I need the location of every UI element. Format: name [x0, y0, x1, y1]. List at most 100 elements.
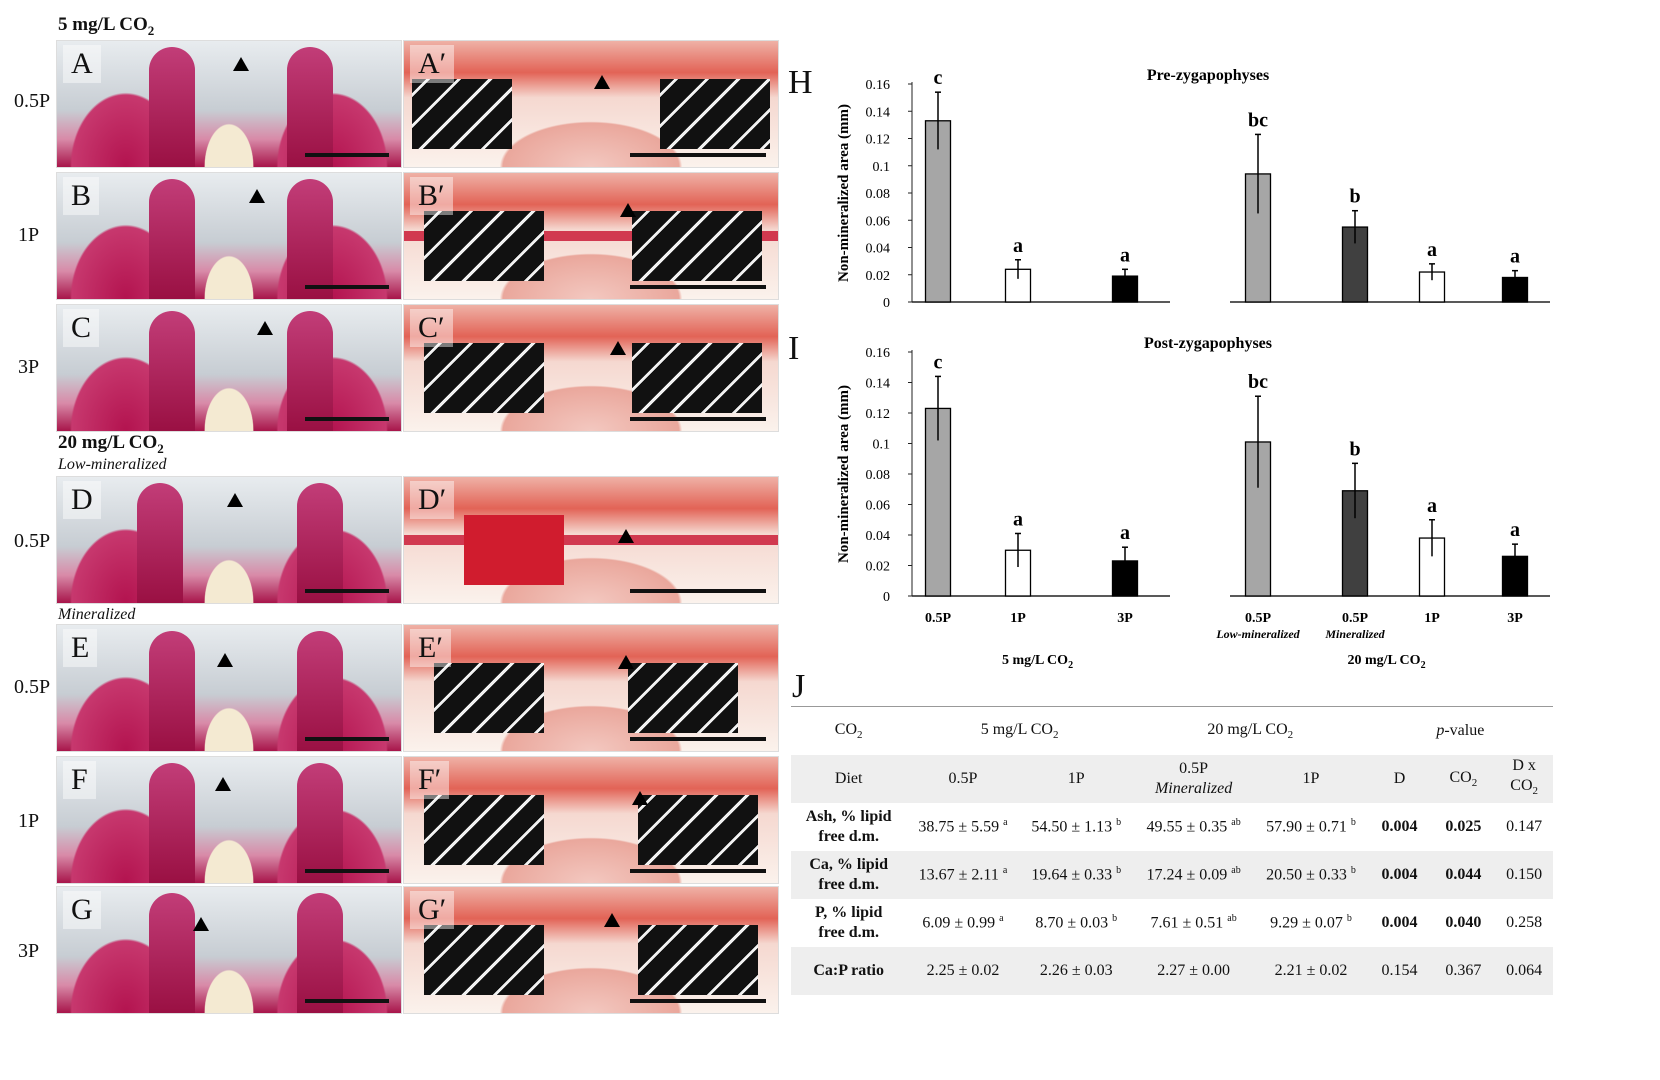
bone-tissue: [434, 663, 544, 733]
y-tick-label: 0.14: [866, 105, 891, 120]
table-cell: 9.29 ± 0.07 b: [1270, 913, 1352, 932]
arrowhead-marker: [632, 791, 648, 805]
x-tick-label: 0.5P: [1342, 611, 1369, 626]
significance-letter: c: [934, 351, 943, 373]
panel-letter: F′: [410, 761, 450, 799]
table-cell: 8.70 ± 0.03 b: [1035, 913, 1118, 932]
significance-letter: a: [1427, 239, 1437, 261]
table-cell: 7.61 ± 0.51 ab: [1150, 913, 1237, 932]
table-row: Ca:P ratio 2.25 ± 0.02 2.26 ± 0.03 2.27 …: [791, 947, 1553, 995]
y-tick-label: 0.02: [866, 269, 891, 284]
wholemount-image-d: D: [56, 476, 402, 604]
wholemount-image-e: E: [56, 624, 402, 752]
vertebra-prong: [297, 893, 343, 1013]
wholemount-image-c: C: [56, 304, 402, 432]
composition-table: CO2 5 mg/L CO2 20 mg/L CO2 p-value Diet …: [791, 706, 1553, 995]
histology-image-a: A′: [403, 40, 779, 168]
significance-letter: a: [1120, 244, 1130, 266]
table-cell: 2.21 ± 0.02: [1254, 947, 1368, 995]
row-label: 1P: [18, 810, 40, 832]
table-cell: 54.50 ± 1.13 b: [1031, 817, 1122, 836]
y-tick-label: 0.06: [866, 499, 891, 514]
table-cell: 0.004: [1381, 818, 1418, 835]
y-tick-label: 0: [883, 590, 890, 605]
chart-title: Post-zygapophyses: [1144, 335, 1272, 352]
histology-image-e: E′: [403, 624, 779, 752]
vertebra-prong: [287, 179, 333, 299]
bone-tissue: [638, 925, 758, 995]
x-tick-label: 0.5P: [925, 611, 952, 626]
wholemount-image-g: G: [56, 886, 402, 1014]
low-mineralized-label: Low-mineralized: [58, 456, 167, 473]
wholemount-image-a: A: [56, 40, 402, 168]
cartilage-band: [404, 230, 778, 241]
bar: [924, 120, 952, 303]
panel-letter: E: [63, 629, 98, 667]
x-tick-label: 0.5P: [1245, 611, 1272, 626]
table-cell: 0.004: [1367, 851, 1432, 899]
y-tick-label: 0.1: [873, 160, 891, 175]
table-subheader-row: Diet 0.5P 1P 0.5P Mineralized 1P D CO2 D …: [791, 755, 1553, 803]
vertebra-prong: [149, 47, 195, 167]
histology-image-d: D′: [403, 476, 779, 604]
col-header-dxco2: D x CO2: [1495, 755, 1553, 803]
significance-letter: b: [1349, 186, 1360, 208]
scale-bar: [630, 285, 766, 289]
arrowhead-marker: [249, 189, 265, 203]
y-tick-label: 0.16: [866, 346, 891, 361]
scale-bar: [305, 999, 389, 1003]
row-label-cell: Ca:P ratio: [791, 947, 907, 995]
bar-charts: Pre-zygapophyses Non-mineralized area (mm…: [836, 67, 1550, 671]
panel-letter: A′: [410, 45, 455, 83]
y-tick-label: 0.08: [866, 468, 891, 483]
y-tick-label: 0.08: [866, 187, 891, 202]
histology-image-b: B′: [403, 172, 779, 300]
bar: [1501, 555, 1529, 597]
col-header-c2: 1P: [1019, 755, 1133, 803]
bone-tissue: [632, 211, 762, 281]
col-header-5mg: 5 mg/L CO2: [906, 706, 1133, 755]
y-tick-label: 0.02: [866, 560, 891, 575]
mineralized-label: Mineralized: [58, 606, 136, 623]
bone-tissue: [424, 343, 544, 413]
significance-letter: a: [1120, 522, 1130, 544]
col-header-diet: Diet: [791, 755, 907, 803]
significance-letter: a: [1510, 246, 1520, 268]
y-tick-label: 0.04: [866, 242, 891, 257]
arrowhead-marker: [618, 655, 634, 669]
significance-letter: a: [1427, 495, 1437, 517]
y-tick-label: 0.14: [866, 377, 891, 392]
vertebra-prong: [287, 47, 333, 167]
significance-letter: a: [1013, 235, 1023, 257]
table-cell: 0.004: [1381, 914, 1418, 931]
panel-letter: E′: [410, 629, 451, 667]
col-header-c4: 1P: [1254, 755, 1368, 803]
significance-letter: b: [1349, 438, 1360, 460]
table-row: P, % lipid free d.m. 6.09 ± 0.99 a 8.70 ±…: [791, 899, 1553, 947]
row-label: 3P: [18, 940, 40, 962]
chart-title: Pre-zygapophyses: [1147, 67, 1269, 84]
scale-bar: [305, 869, 389, 873]
bone-tissue: [464, 515, 564, 585]
scale-bar: [630, 153, 766, 157]
scale-bar: [630, 589, 766, 593]
bone-tissue: [638, 795, 758, 865]
vertebra-prong: [149, 893, 195, 1013]
arrowhead-marker: [610, 341, 626, 355]
panel-letter: G′: [410, 891, 455, 929]
y-tick-label: 0.12: [866, 407, 891, 422]
panel-letter: A: [63, 45, 101, 83]
y-tick-label: 0.06: [866, 214, 891, 229]
col-header-20mg: 20 mg/L CO2: [1132, 706, 1368, 755]
bone-tissue: [632, 343, 762, 413]
y-tick-label: 0: [883, 296, 890, 311]
row-label-cell: Ca, % lipid free d.m.: [791, 851, 907, 899]
bone-tissue: [424, 925, 544, 995]
significance-letter: a: [1510, 519, 1520, 541]
row-label: 0.5P: [14, 530, 51, 552]
y-tick-label: 0.04: [866, 529, 891, 544]
table-cell: 0.044: [1431, 851, 1496, 899]
table-row: Ash, % lipid free d.m. 38.75 ± 5.59 a 54.…: [791, 803, 1553, 851]
table-cell: 0.154: [1367, 947, 1432, 995]
scale-bar: [630, 737, 766, 741]
